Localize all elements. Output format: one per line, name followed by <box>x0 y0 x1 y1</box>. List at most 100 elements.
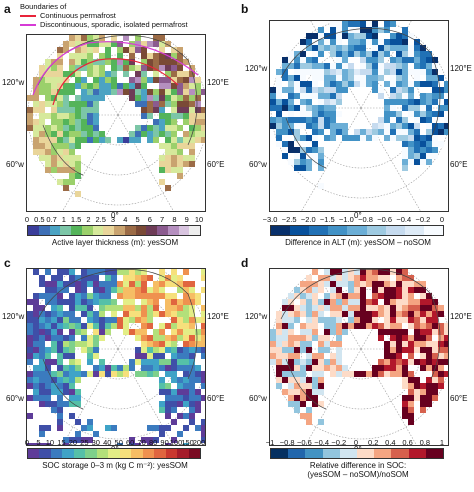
grid-cell <box>69 167 75 173</box>
grid-cell <box>51 377 57 383</box>
colorbar-segment <box>423 226 443 235</box>
colorbar-tick-label: −2.5 <box>281 215 297 224</box>
grid-cell <box>69 119 75 125</box>
grid-cell <box>165 347 171 353</box>
grid-cell <box>366 275 372 281</box>
grid-cell <box>45 137 51 143</box>
grid-cell <box>135 275 141 281</box>
grid-cell <box>390 93 396 99</box>
grid-cell <box>117 65 123 71</box>
grid-cell <box>402 153 408 159</box>
colorbar-tick-label: 0.5 <box>34 215 45 224</box>
longitude-label: 60°w <box>249 394 267 403</box>
grid-cell <box>39 89 45 95</box>
grid-cell <box>93 311 99 317</box>
grid-cell <box>360 281 366 287</box>
grid-cell <box>390 105 396 111</box>
grid-cell <box>39 137 45 143</box>
grid-cell <box>183 401 189 407</box>
grid-cell <box>414 347 420 353</box>
grid-cell <box>135 125 141 131</box>
grid-cell <box>195 335 201 341</box>
grid-cell <box>396 75 402 81</box>
grid-cell <box>354 275 360 281</box>
grid-cell <box>27 359 33 365</box>
grid-cell <box>342 323 348 329</box>
grid-cell <box>177 431 183 437</box>
grid-cell <box>99 293 105 299</box>
panel-label-b: b <box>241 2 249 16</box>
grid-cell <box>276 135 282 141</box>
grid-cell <box>402 87 408 93</box>
grid-cell <box>420 117 426 123</box>
grid-cell <box>354 323 360 329</box>
grid-cell <box>39 125 45 131</box>
grid-cell <box>165 101 171 107</box>
grid-cell <box>438 329 444 335</box>
grid-cell <box>39 311 45 317</box>
grid-cell <box>183 341 189 347</box>
grid-cell <box>282 353 288 359</box>
grid-cell <box>336 275 342 281</box>
grid-cell <box>438 141 444 147</box>
grid-cell <box>330 269 336 275</box>
grid-cell <box>147 287 153 293</box>
grid-cell <box>384 117 390 123</box>
grid-cell <box>57 107 63 113</box>
grid-cell <box>183 359 189 365</box>
grid-cell <box>123 323 129 329</box>
grid-cell <box>312 81 318 87</box>
grid-cell <box>177 401 183 407</box>
grid-cell <box>93 59 99 65</box>
colorbar-tick-label: 6 <box>147 215 152 224</box>
grid-cell <box>408 153 414 159</box>
grid-cell <box>39 347 45 353</box>
grid-cell <box>141 335 147 341</box>
grid-cell <box>195 125 201 131</box>
grid-cell <box>81 65 87 71</box>
grid-cell <box>414 147 420 153</box>
grid-cell <box>129 269 135 275</box>
grid-cell <box>300 395 306 401</box>
grid-cell <box>99 137 105 143</box>
longitude-label: 120°E <box>450 312 472 321</box>
grid-cell <box>336 63 342 69</box>
grid-cell <box>384 323 390 329</box>
grid-cell <box>189 77 195 83</box>
meridian-line <box>117 114 174 211</box>
grid-cell <box>177 383 183 389</box>
grid-cell <box>390 33 396 39</box>
grid-cell <box>141 347 147 353</box>
grid-cell <box>141 311 147 317</box>
grid-cell <box>282 323 288 329</box>
grid-cell <box>93 353 99 359</box>
grid-cell <box>63 125 69 131</box>
grid-cell <box>396 117 402 123</box>
grid-cell <box>81 137 87 143</box>
grid-cell <box>177 53 183 59</box>
grid-cell <box>45 377 51 383</box>
grid-cell <box>159 95 165 101</box>
colorbar-segment <box>188 449 201 458</box>
grid-cell <box>444 93 448 99</box>
grid-cell <box>390 287 396 293</box>
grid-cell <box>69 359 75 365</box>
grid-cell <box>177 347 183 353</box>
grid-cell <box>99 95 105 101</box>
grid-cell <box>414 389 420 395</box>
grid-cell <box>171 143 177 149</box>
grid-cell <box>189 155 195 161</box>
colorbar-tick-label: 100 <box>169 438 183 447</box>
grid-cell <box>75 143 81 149</box>
grid-cell <box>57 83 63 89</box>
grid-cell <box>348 371 354 377</box>
grid-cell <box>159 41 165 47</box>
grid-cell <box>432 299 438 305</box>
grid-cell <box>294 105 300 111</box>
grid-cell <box>69 53 75 59</box>
grid-cell <box>45 95 51 101</box>
grid-cell <box>444 123 448 129</box>
grid-cell <box>189 137 195 143</box>
grid-cell <box>402 371 408 377</box>
grid-cell <box>189 371 195 377</box>
